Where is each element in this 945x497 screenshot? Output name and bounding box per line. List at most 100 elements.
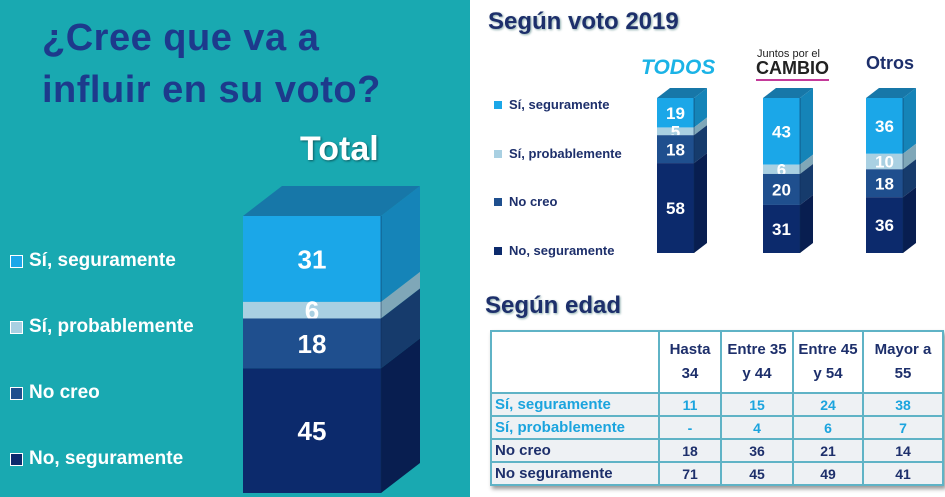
table-cell: 4 xyxy=(720,415,794,440)
legend-label: Sí, seguramente xyxy=(29,250,176,271)
party-otros: Otros xyxy=(866,53,915,73)
legend-item-probablemente: Sí, probablemente xyxy=(493,146,622,161)
vote-bar-2-segment xyxy=(866,153,903,170)
vote-bar-1-segment xyxy=(763,164,800,174)
party-cambio-logo: CAMBIO xyxy=(756,58,829,81)
vote-bar-2-side xyxy=(903,88,916,154)
total-bar-segment xyxy=(243,216,381,302)
legend-label: Sí, probablemente xyxy=(29,316,194,337)
legend-item-no-seguramente: No, seguramente xyxy=(493,243,614,258)
vote-bar-0-value-label: 19 xyxy=(666,104,685,123)
legend-item-seguramente: Sí, seguramente xyxy=(10,250,176,272)
row-label: No creo xyxy=(490,438,660,463)
slide-title: ¿Cree que va a influir en su voto? xyxy=(42,12,381,116)
table-cell: 6 xyxy=(792,415,864,440)
vote-bar-2-side xyxy=(903,143,916,170)
vote-bar-1-side xyxy=(800,163,813,205)
legend-item-seguramente: Sí, seguramente xyxy=(493,97,609,112)
vote-bar-0-side xyxy=(694,125,707,164)
vote-bar-0-value-label: 5 xyxy=(671,122,680,141)
table-row: Sí, seguramente 11 15 24 38 xyxy=(490,392,944,417)
vote-bar-1-segment xyxy=(763,173,800,205)
vote-bar-2-side xyxy=(903,159,916,198)
vote-bar-0-segment xyxy=(657,98,694,128)
vote-bar-1-value-label: 43 xyxy=(772,122,791,141)
vote-bar-1-side xyxy=(800,154,813,174)
vote-bar-2-value-label: 36 xyxy=(875,117,894,136)
table-row: No seguramente 71 45 49 41 xyxy=(490,461,944,486)
table-cell: 11 xyxy=(658,392,722,417)
total-bar-value-label: 45 xyxy=(298,416,327,446)
vote-bar-0-segment xyxy=(657,127,694,136)
total-bar-side xyxy=(381,186,420,302)
legend-item-no-creo: No creo xyxy=(10,382,100,404)
legend-item-probablemente: Sí, probablemente xyxy=(10,316,194,338)
age-table: Hasta 34 Entre 35 y 44 Entre 45 y 54 May… xyxy=(490,330,944,486)
vote-bar-0-segment xyxy=(657,163,694,253)
row-label: Sí, probablemente xyxy=(490,415,660,440)
vote-bar-2-value-label: 10 xyxy=(875,153,894,172)
legend-label: No, seguramente xyxy=(509,243,615,258)
legend-item-no-seguramente: No, seguramente xyxy=(10,448,183,470)
total-bar-top-face xyxy=(243,186,420,216)
column-header: Hasta 34 xyxy=(658,330,722,394)
column-header: Entre 35 y 44 xyxy=(720,330,794,394)
vote-bar-0-top-face xyxy=(657,88,707,98)
vote-bar-0-value-label: 58 xyxy=(666,199,685,218)
vote-bar-0-side xyxy=(694,153,707,253)
legend-label: No creo xyxy=(509,194,558,209)
table-cell: 7 xyxy=(862,415,944,440)
vote-bar-0-side xyxy=(694,88,707,128)
table-cell: 49 xyxy=(792,461,864,486)
title-line-1: ¿Cree que va a xyxy=(42,17,320,59)
title-line-2: influir en su voto? xyxy=(42,69,381,111)
legend-swatch xyxy=(493,99,503,110)
total-bar-value-label: 6 xyxy=(305,296,319,326)
table-cell: 18 xyxy=(658,438,722,463)
table-cell: 21 xyxy=(792,438,864,463)
total-bar-segment xyxy=(243,301,381,319)
vote-section-title: Según voto 2019 xyxy=(488,8,679,35)
legend-label: No, seguramente xyxy=(29,448,184,469)
vote-bar-1-segment xyxy=(763,98,800,165)
table-cell: 24 xyxy=(792,392,864,417)
party-todos-logo: TODOS xyxy=(641,56,716,79)
table-corner xyxy=(490,330,660,394)
table-cell: 36 xyxy=(720,438,794,463)
age-section-title: Según edad xyxy=(485,292,622,319)
table-cell: 15 xyxy=(720,392,794,417)
legend-label: No creo xyxy=(29,382,100,403)
row-label: Sí, seguramente xyxy=(490,392,660,417)
total-bar-segment xyxy=(243,318,381,369)
legend-label: Sí, probablemente xyxy=(509,146,622,161)
legend-swatch xyxy=(10,254,23,268)
vote-bar-2-value-label: 36 xyxy=(875,216,894,235)
total-bar-side xyxy=(381,288,420,369)
total-bar-side xyxy=(381,338,420,493)
vote-bar-1-value-label: 6 xyxy=(777,160,786,179)
table-cell: 14 xyxy=(862,438,944,463)
table-header-row: Hasta 34 Entre 35 y 44 Entre 45 y 54 May… xyxy=(490,330,944,394)
vote-bar-1-top-face xyxy=(763,88,813,98)
vote-bar-1-segment xyxy=(763,204,800,253)
table-row: No creo 18 36 21 14 xyxy=(490,438,944,463)
total-bar-side xyxy=(381,271,420,319)
vote-bar-0-segment xyxy=(657,135,694,164)
column-header: Mayor a 55 xyxy=(862,330,944,394)
table-row: Sí, probablemente -4 6 7 xyxy=(490,415,944,440)
vote-bar-1-value-label: 31 xyxy=(772,220,791,239)
column-header: Entre 45 y 54 xyxy=(792,330,864,394)
vote-bar-1-value-label: 20 xyxy=(772,181,791,200)
vote-bar-2-segment xyxy=(866,98,903,154)
table-cell: 38 xyxy=(862,392,944,417)
legend-swatch xyxy=(493,245,503,256)
legend-item-no-creo: No creo xyxy=(493,194,557,209)
vote-bar-0-side xyxy=(694,117,707,136)
table-cell: - xyxy=(658,415,722,440)
vote-bar-2-segment xyxy=(866,197,903,253)
vote-bar-1-side xyxy=(800,194,813,253)
legend-swatch xyxy=(10,320,23,334)
party-cambio-small: Juntos por el xyxy=(757,48,820,60)
row-label: No seguramente xyxy=(490,461,660,486)
